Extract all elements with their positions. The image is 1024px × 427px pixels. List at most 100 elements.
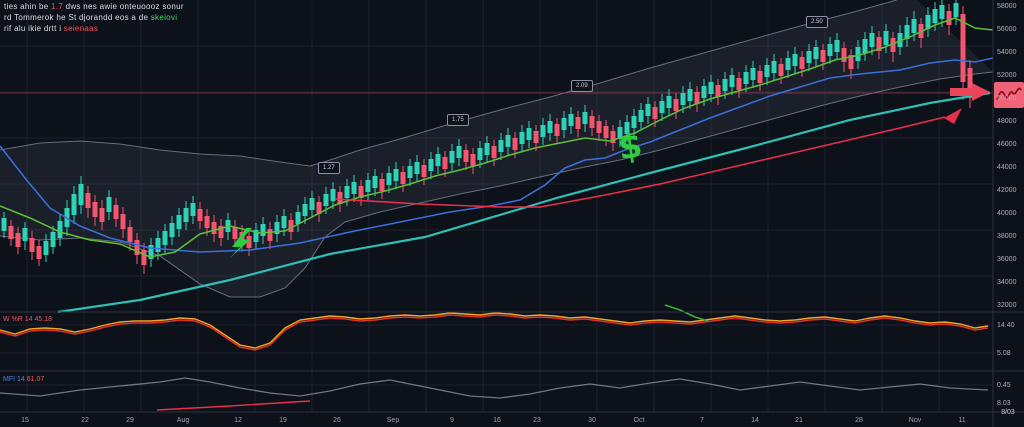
candle-body bbox=[708, 82, 714, 94]
candle-body bbox=[666, 96, 672, 108]
lightning-icon[interactable] bbox=[230, 228, 252, 258]
candle-body bbox=[701, 86, 707, 98]
level-pill[interactable]: 2.09 bbox=[571, 80, 593, 92]
candle-body bbox=[715, 85, 721, 97]
time-axis-label: 26 bbox=[333, 417, 341, 424]
red-trendline[interactable] bbox=[334, 116, 946, 208]
candle-body bbox=[421, 165, 427, 177]
price-axis-label: 14.40 bbox=[997, 322, 1015, 329]
candle-body bbox=[484, 143, 490, 155]
candle-body bbox=[883, 31, 889, 45]
candle-body bbox=[92, 202, 98, 217]
teal-trendline[interactable] bbox=[57, 91, 991, 314]
legend-line-1: ties ahin be 1.7 dws nes awie onteuoooz … bbox=[4, 1, 184, 12]
candle-body bbox=[519, 132, 525, 144]
dollar-icon[interactable]: $ bbox=[616, 126, 645, 169]
candle-body bbox=[925, 15, 931, 29]
candle-body bbox=[722, 79, 728, 91]
candle-body bbox=[491, 146, 497, 158]
legend-text-segment: dws nes awie onteuoooz sonur bbox=[65, 2, 184, 11]
candle-body bbox=[414, 162, 420, 174]
level-pill[interactable]: 1.75 bbox=[447, 114, 469, 126]
candle-body bbox=[274, 222, 280, 234]
red-arrow-icon[interactable] bbox=[950, 83, 990, 101]
candle-body bbox=[120, 214, 126, 229]
candle-body bbox=[302, 204, 308, 216]
candle-body bbox=[932, 9, 938, 23]
candle-body bbox=[253, 230, 259, 242]
candle-body bbox=[841, 48, 847, 62]
candle-body bbox=[176, 215, 182, 229]
bollinger-upper-line bbox=[0, 0, 898, 167]
candle-body bbox=[393, 169, 399, 181]
candle-body bbox=[561, 118, 567, 130]
legend-text-segment: skeiovi bbox=[150, 13, 178, 22]
price-axis-label: 50000 bbox=[997, 95, 1017, 102]
candle-body bbox=[785, 58, 791, 70]
candle-body bbox=[50, 232, 56, 247]
candle-body bbox=[498, 140, 504, 152]
time-axis-label: Nov bbox=[908, 417, 922, 424]
candle-body bbox=[575, 117, 581, 129]
candle-body bbox=[624, 122, 630, 134]
candle-body bbox=[78, 184, 84, 205]
price-axis-label: 58000 bbox=[997, 3, 1017, 10]
candle-body bbox=[953, 3, 959, 17]
candle-body bbox=[71, 194, 77, 215]
wpr-green-segment bbox=[664, 304, 709, 322]
candle-body bbox=[323, 194, 329, 206]
candle-body bbox=[148, 245, 154, 259]
candle-body bbox=[848, 55, 854, 69]
legend-text-segment: rif alu ikie drtt i bbox=[4, 24, 64, 33]
legend-line-2: rd Tommerok he St djorandd eos a de skei… bbox=[4, 12, 184, 23]
candle-body bbox=[57, 221, 63, 238]
time-axis-label: 7 bbox=[700, 417, 704, 424]
time-axis-label: 22 bbox=[81, 417, 89, 424]
time-axis-label: 11 bbox=[958, 417, 966, 424]
candle-body bbox=[211, 222, 217, 234]
candle-body bbox=[792, 54, 798, 66]
candle-body bbox=[43, 241, 49, 255]
mfi-red-segment bbox=[156, 400, 311, 411]
grid-lines bbox=[0, 0, 993, 412]
legend-text-segment: 45.18 bbox=[34, 316, 53, 323]
candle-body bbox=[358, 186, 364, 198]
candle-body bbox=[449, 151, 455, 163]
candle-body bbox=[967, 68, 973, 98]
candle-body bbox=[960, 14, 966, 82]
candle-body bbox=[603, 126, 609, 138]
candle-body bbox=[351, 182, 357, 194]
candle-body bbox=[183, 208, 189, 222]
symbol-legend[interactable]: ties ahin be 1.7 dws nes awie onteuoooz … bbox=[4, 1, 184, 34]
level-pill[interactable]: 1.27 bbox=[318, 162, 340, 174]
candle-body bbox=[596, 121, 602, 133]
candle-body bbox=[442, 157, 448, 169]
candle-body bbox=[169, 223, 175, 237]
ema-fast-line bbox=[0, 17, 994, 258]
wpr-indicator-legend[interactable]: W %R 14 45.18 bbox=[3, 316, 52, 324]
candle-body bbox=[85, 193, 91, 208]
candle-body bbox=[267, 229, 273, 241]
candle-body bbox=[190, 203, 196, 216]
candle-body bbox=[610, 131, 616, 143]
candle-body bbox=[939, 5, 945, 19]
candle-body bbox=[750, 68, 756, 80]
level-pill[interactable]: 2.50 bbox=[806, 16, 828, 28]
candle-body bbox=[316, 202, 322, 214]
legend-text-segment: 1.7 bbox=[51, 2, 66, 11]
candle-body bbox=[778, 64, 784, 76]
candle-body bbox=[232, 227, 238, 239]
candle-body bbox=[22, 228, 28, 241]
legend-text-segment: MFI 14 bbox=[3, 376, 27, 383]
legend-text-segment: 61.07 bbox=[26, 376, 45, 383]
time-axis-label: 30 bbox=[588, 417, 596, 424]
candle-body bbox=[295, 212, 301, 224]
candle-body bbox=[631, 116, 637, 128]
candle-body bbox=[806, 51, 812, 63]
candle-body bbox=[155, 238, 161, 252]
candle-body bbox=[764, 65, 770, 77]
candle-body bbox=[29, 238, 35, 252]
mfi-indicator-legend[interactable]: MFI 14 61.07 bbox=[3, 376, 44, 384]
candle-body bbox=[113, 205, 119, 219]
